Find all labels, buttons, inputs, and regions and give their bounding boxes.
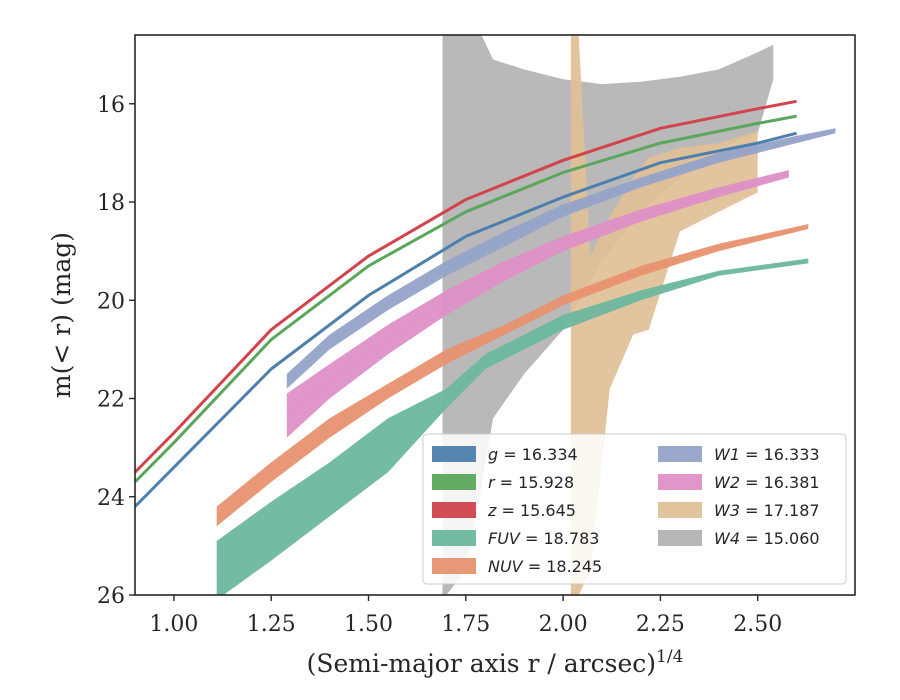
series-nuv-trend <box>216 225 809 518</box>
legend-swatch-z <box>432 502 476 518</box>
legend-label-w2: W2 = 16.381 <box>714 473 820 492</box>
series-w2-trend <box>286 172 790 417</box>
y-axis: 16 18 20 22 24 26 <box>97 93 135 609</box>
series-w1-trend <box>286 129 836 383</box>
series-fuv-trend <box>216 260 809 572</box>
legend-swatch-w2 <box>658 474 702 490</box>
series-r-line <box>135 114 797 484</box>
x-tick-label: 2.00 <box>539 612 588 637</box>
x-axis: 1.00 1.25 1.50 1.75 2.00 2.25 2.50 <box>149 595 782 637</box>
y-tick-label: 24 <box>97 486 125 511</box>
band-w3 <box>570 35 758 595</box>
plot-area <box>135 35 836 595</box>
y-tick-label: 18 <box>97 191 125 216</box>
legend-swatch-w3 <box>658 502 702 518</box>
legend-label-w3: W3 = 17.187 <box>714 501 820 520</box>
legend-frame <box>422 433 847 585</box>
plot-frame <box>134 34 856 596</box>
y-tick-label: 16 <box>97 93 125 118</box>
x-tick-label: 1.50 <box>344 612 393 637</box>
legend-label-fuv: FUV = 18.783 <box>488 529 599 548</box>
x-tick-label: 1.75 <box>441 612 490 637</box>
legend-label-z: z = 15.645 <box>487 501 576 520</box>
legend-swatch-w4 <box>658 530 702 546</box>
y-tick-label: 20 <box>97 289 125 314</box>
x-axis-title: (Semi-major axis r / arcsec)1/4 <box>307 647 684 678</box>
legend-label-nuv: NUV = 18.245 <box>488 557 602 576</box>
series-g-line <box>135 131 797 508</box>
legend-swatch-fuv <box>432 530 476 546</box>
y-tick-label: 26 <box>97 584 125 609</box>
x-tick-label: 2.25 <box>636 612 685 637</box>
x-tick-label: 1.00 <box>149 612 198 637</box>
line-layer <box>135 99 836 572</box>
legend: g = 16.334 r = 15.928 z = 15.645 FUV = 18.7… <box>422 433 847 585</box>
legend-label-g: g = 16.334 <box>488 445 578 464</box>
legend-swatch-g <box>432 446 476 462</box>
legend-swatch-w1 <box>658 446 702 462</box>
x-tick-label: 1.25 <box>247 612 296 637</box>
legend-label-r: r = 15.928 <box>488 473 574 492</box>
y-axis-title: m(< r) (mag) <box>47 232 76 398</box>
series-z-line <box>135 99 797 474</box>
legend-label-w4: W4 = 15.060 <box>714 529 820 548</box>
legend-swatch-nuv <box>432 558 476 574</box>
x-tick-label: 2.50 <box>733 612 782 637</box>
legend-label-w1: W1 = 16.333 <box>714 445 820 464</box>
legend-swatch-r <box>432 474 476 490</box>
y-tick-label: 22 <box>97 388 125 413</box>
